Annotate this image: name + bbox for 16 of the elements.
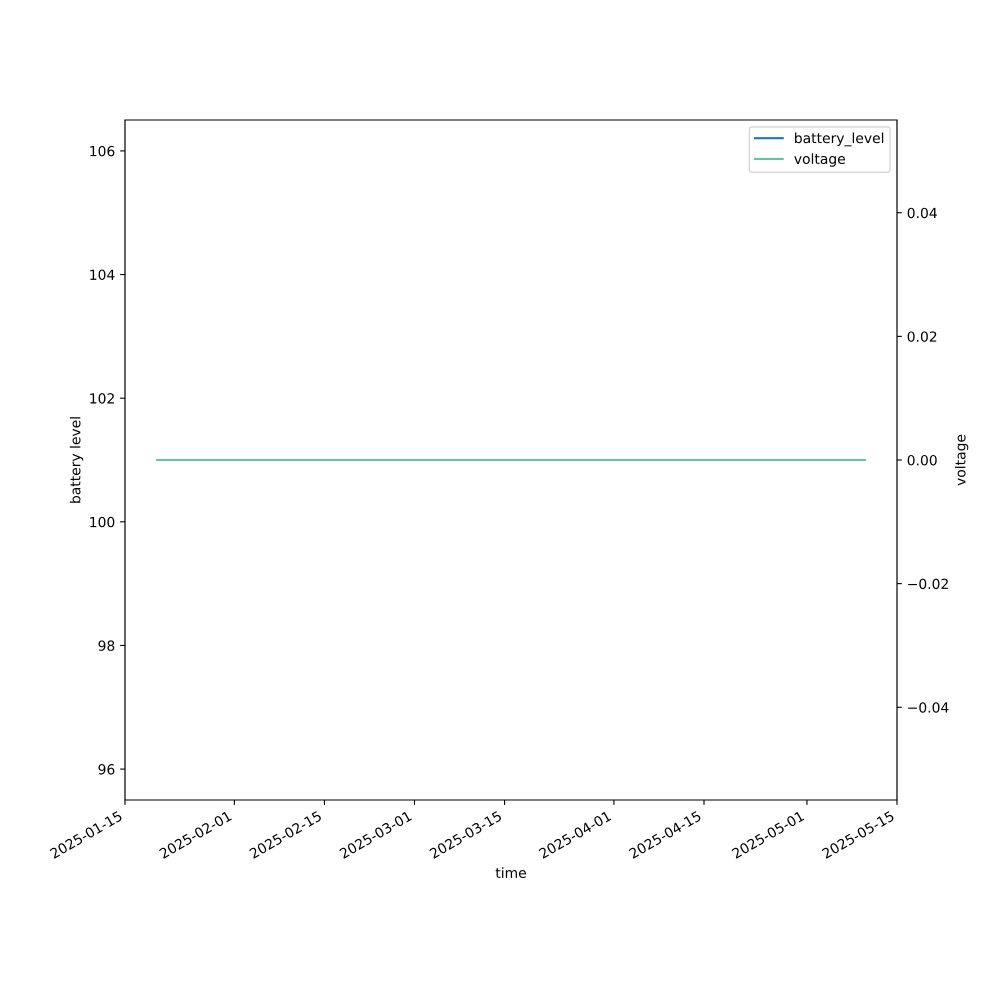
- y-tick-label: 106: [90, 146, 114, 156]
- y2-tick-label: 0.00: [908, 454, 937, 466]
- y-tick-label: 104: [90, 270, 114, 280]
- y-tick-label: 102: [90, 393, 114, 404]
- x-axis-title: time: [496, 867, 526, 878]
- y2-axis-title: voltage: [954, 434, 968, 486]
- y2-tick-label: 0.04: [908, 208, 937, 218]
- y-tick-label: 100: [90, 516, 114, 528]
- y2-tick-label: −0.04: [908, 702, 949, 713]
- legend-label: battery_level: [795, 132, 884, 146]
- y-tick-label: 96: [98, 764, 114, 775]
- y-axis-title: battery level: [70, 417, 84, 503]
- legend-label: voltage: [794, 153, 845, 167]
- y2-tick-label: 0.02: [908, 331, 936, 342]
- y2-tick-label: −0.02: [908, 578, 948, 590]
- y-tick-label: 98: [98, 640, 114, 651]
